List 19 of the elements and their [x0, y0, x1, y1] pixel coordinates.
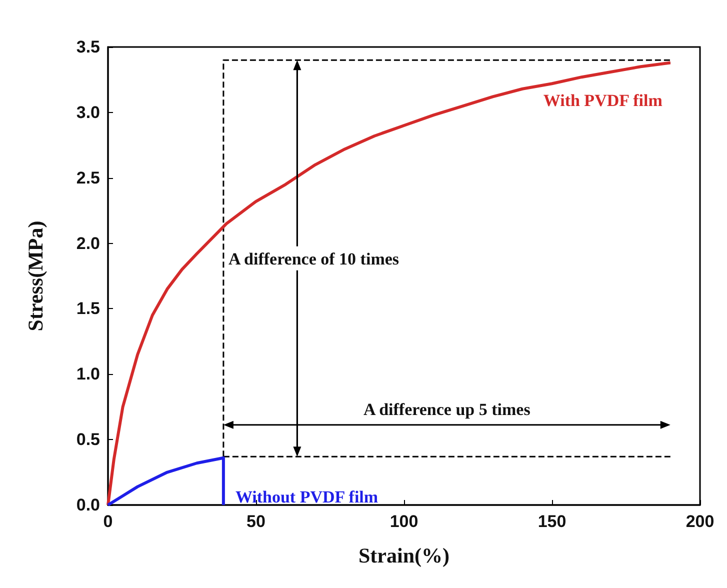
x-tick-label: 0: [103, 512, 113, 531]
x-tick-label: 200: [686, 512, 714, 531]
y-tick-label: 0.0: [76, 496, 100, 514]
annotation: A difference up 5 times: [364, 400, 531, 419]
y-tick-label: 1.5: [76, 299, 100, 318]
series-label: Without PVDF film: [235, 488, 378, 506]
annotation: A difference of 10 times: [228, 249, 400, 268]
x-tick-label: 50: [246, 512, 266, 531]
y-tick-label: 3.0: [76, 102, 100, 122]
y-tick-label: 2.0: [76, 234, 100, 253]
y-tick-label: 0.5: [76, 430, 100, 450]
x-tick-label: 100: [390, 512, 418, 531]
y-tick-label: 3.5: [76, 38, 100, 56]
y-tick-label: 2.5: [76, 168, 100, 188]
y-axis-title: Stress(MPa): [24, 220, 48, 332]
series-label: With PVDF film: [543, 91, 662, 110]
x-axis-title: Strain(%): [358, 544, 450, 568]
y-tick-label: 1.0: [76, 364, 100, 384]
x-tick-label: 150: [538, 512, 566, 531]
